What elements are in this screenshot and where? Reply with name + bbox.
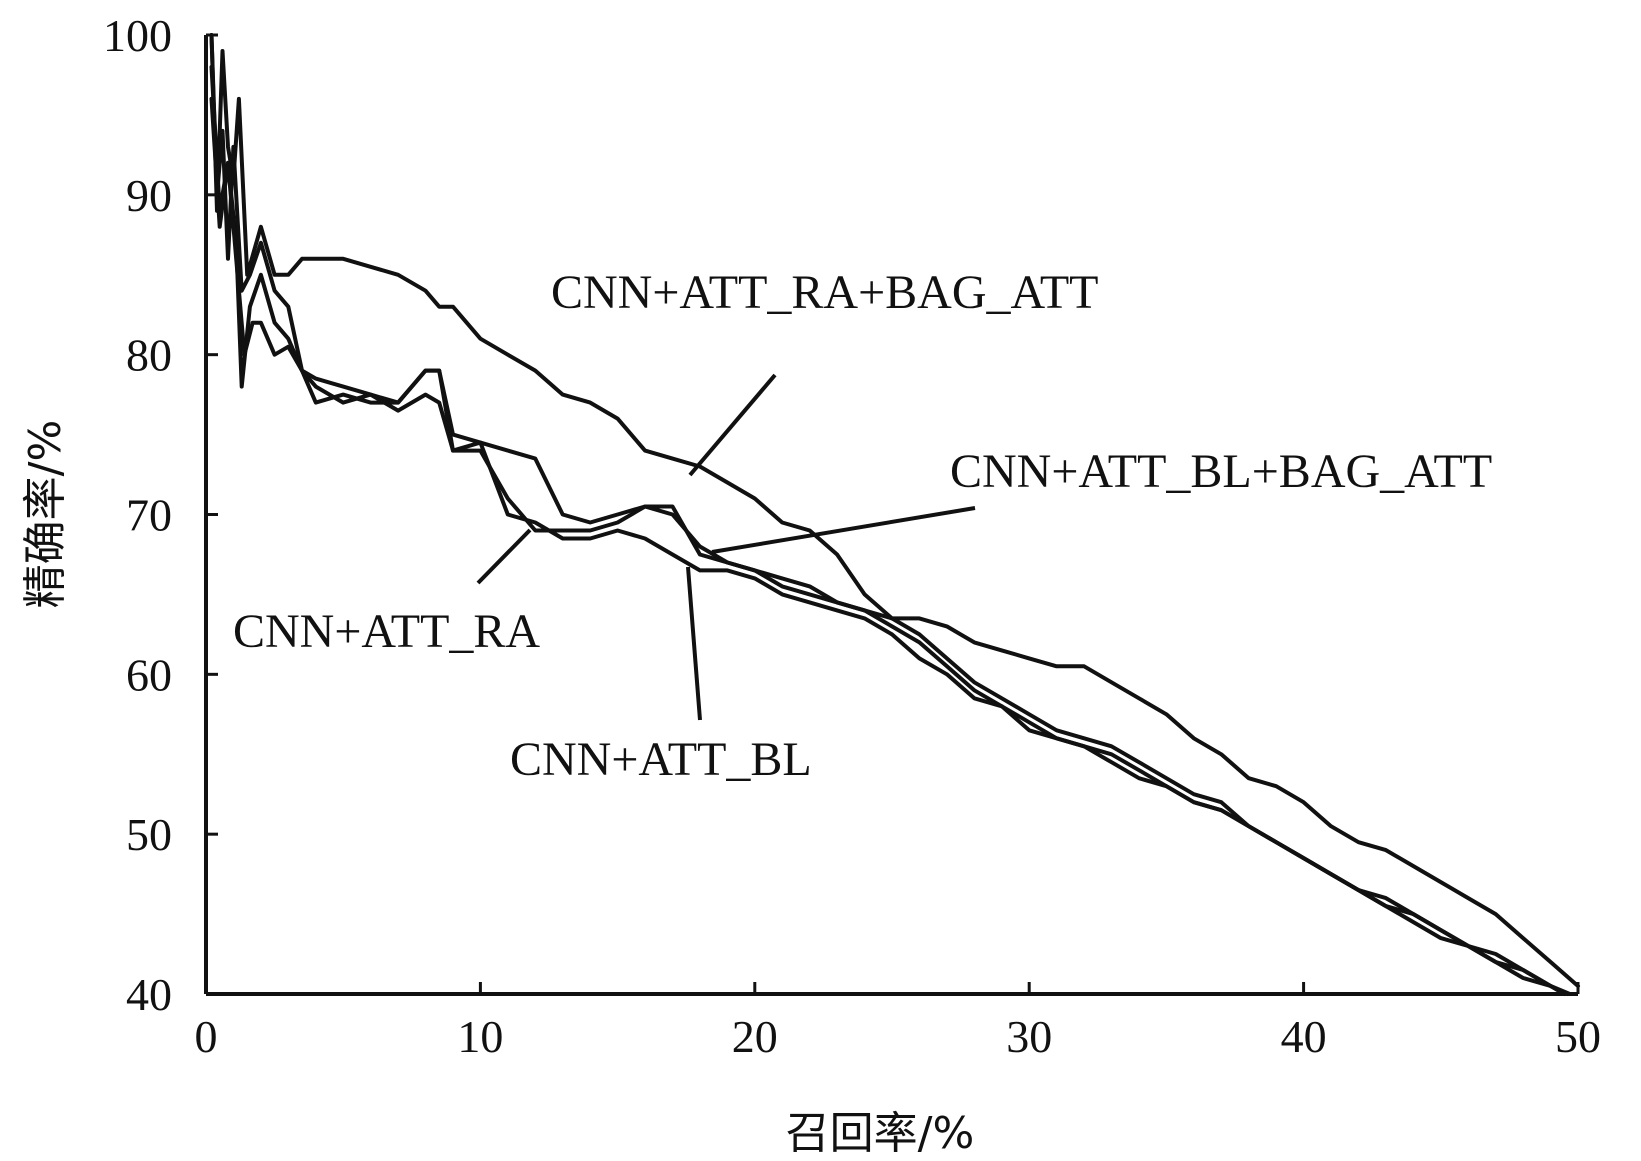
series-line-3 bbox=[209, 96, 1567, 996]
series-line-2 bbox=[209, 65, 1572, 996]
series-label-bl: CNN+ATT_BL bbox=[510, 733, 812, 786]
y-tick-label: 40 bbox=[126, 969, 172, 1020]
y-tick-label: 60 bbox=[126, 649, 172, 700]
y-tick-label: 80 bbox=[126, 330, 172, 381]
x-tick-label: 20 bbox=[732, 1011, 778, 1062]
y-axis-ticks: 40 50 60 70 80 90 100 bbox=[103, 10, 218, 1020]
x-axis-title: 召回率/% bbox=[786, 1108, 975, 1159]
series-line-0 bbox=[209, 33, 1580, 988]
series-layer bbox=[209, 33, 1580, 996]
leader-line-ra-bag-att bbox=[688, 373, 777, 477]
x-tick-label: 0 bbox=[195, 1011, 218, 1062]
series-label-bl-bag-att: CNN+ATT_BL+BAG_ATT bbox=[950, 445, 1492, 498]
series-line-1 bbox=[209, 33, 1569, 996]
leader-line-ra bbox=[476, 528, 532, 585]
x-axis-ticks: 0 10 20 30 40 50 bbox=[195, 982, 1601, 1062]
y-tick-label: 50 bbox=[126, 809, 172, 860]
y-axis-title: 精确率/% bbox=[20, 420, 71, 609]
y-tick-label: 100 bbox=[103, 10, 172, 61]
x-tick-label: 30 bbox=[1006, 1011, 1052, 1062]
x-tick-label: 10 bbox=[457, 1011, 503, 1062]
series-label-ra: CNN+ATT_RA bbox=[233, 605, 540, 658]
leader-line-bl bbox=[686, 566, 702, 721]
x-tick-label: 40 bbox=[1281, 1011, 1327, 1062]
y-tick-label: 70 bbox=[126, 490, 172, 541]
y-tick-label: 90 bbox=[126, 170, 172, 221]
series-label-ra-bag-att: CNN+ATT_RA+BAG_ATT bbox=[551, 266, 1098, 319]
leader-line-bl-bag-att bbox=[711, 506, 976, 554]
x-tick-label: 50 bbox=[1555, 1011, 1601, 1062]
